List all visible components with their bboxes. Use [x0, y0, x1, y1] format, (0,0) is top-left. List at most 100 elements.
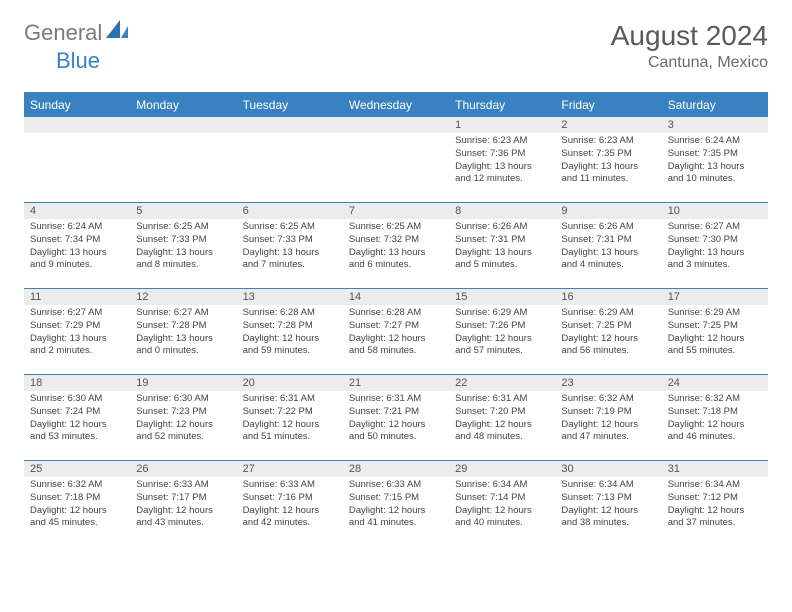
day-data: Sunrise: 6:24 AMSunset: 7:35 PMDaylight:…	[662, 133, 768, 190]
sunset-text: Sunset: 7:21 PM	[349, 406, 443, 419]
sunrise-text: Sunrise: 6:28 AM	[243, 307, 337, 320]
sunset-text: Sunset: 7:32 PM	[349, 234, 443, 247]
calendar-day-cell: 15Sunrise: 6:29 AMSunset: 7:26 PMDayligh…	[449, 288, 555, 374]
day-number: 5	[130, 202, 236, 219]
day-number	[130, 116, 236, 133]
calendar-day-cell: 3Sunrise: 6:24 AMSunset: 7:35 PMDaylight…	[662, 116, 768, 202]
day-number: 16	[555, 288, 661, 305]
day-data: Sunrise: 6:25 AMSunset: 7:32 PMDaylight:…	[343, 219, 449, 276]
daylight-text: Daylight: 13 hours and 2 minutes.	[30, 333, 124, 359]
day-data: Sunrise: 6:23 AMSunset: 7:36 PMDaylight:…	[449, 133, 555, 190]
daylight-text: Daylight: 13 hours and 0 minutes.	[136, 333, 230, 359]
day-data: Sunrise: 6:27 AMSunset: 7:28 PMDaylight:…	[130, 305, 236, 362]
day-number: 20	[237, 374, 343, 391]
day-data: Sunrise: 6:26 AMSunset: 7:31 PMDaylight:…	[555, 219, 661, 276]
day-data: Sunrise: 6:27 AMSunset: 7:30 PMDaylight:…	[662, 219, 768, 276]
day-data: Sunrise: 6:32 AMSunset: 7:19 PMDaylight:…	[555, 391, 661, 448]
sunset-text: Sunset: 7:25 PM	[561, 320, 655, 333]
calendar-week-row: 1Sunrise: 6:23 AMSunset: 7:36 PMDaylight…	[24, 116, 768, 202]
calendar-day-cell: 23Sunrise: 6:32 AMSunset: 7:19 PMDayligh…	[555, 374, 661, 460]
day-data: Sunrise: 6:33 AMSunset: 7:15 PMDaylight:…	[343, 477, 449, 534]
calendar-day-cell	[237, 116, 343, 202]
calendar-day-cell: 27Sunrise: 6:33 AMSunset: 7:16 PMDayligh…	[237, 460, 343, 546]
day-data: Sunrise: 6:34 AMSunset: 7:12 PMDaylight:…	[662, 477, 768, 534]
calendar-header-row: SundayMondayTuesdayWednesdayThursdayFrid…	[24, 94, 768, 116]
sunset-text: Sunset: 7:23 PM	[136, 406, 230, 419]
day-data: Sunrise: 6:33 AMSunset: 7:16 PMDaylight:…	[237, 477, 343, 534]
daylight-text: Daylight: 12 hours and 47 minutes.	[561, 419, 655, 445]
sunset-text: Sunset: 7:31 PM	[455, 234, 549, 247]
day-number: 21	[343, 374, 449, 391]
sunrise-text: Sunrise: 6:23 AM	[455, 135, 549, 148]
day-data: Sunrise: 6:33 AMSunset: 7:17 PMDaylight:…	[130, 477, 236, 534]
day-number: 9	[555, 202, 661, 219]
calendar-day-cell: 4Sunrise: 6:24 AMSunset: 7:34 PMDaylight…	[24, 202, 130, 288]
calendar-day-cell: 13Sunrise: 6:28 AMSunset: 7:28 PMDayligh…	[237, 288, 343, 374]
calendar-day-cell: 20 Sunrise: 6:31 AMSunset: 7:22 PMDayligh…	[237, 374, 343, 460]
sunset-text: Sunset: 7:15 PM	[349, 492, 443, 505]
day-number: 24	[662, 374, 768, 391]
day-data	[237, 133, 343, 183]
calendar-day-cell	[24, 116, 130, 202]
sunset-text: Sunset: 7:13 PM	[561, 492, 655, 505]
sunrise-text: Sunrise: 6:33 AM	[243, 479, 337, 492]
daylight-text: Daylight: 12 hours and 48 minutes.	[455, 419, 549, 445]
daylight-text: Daylight: 12 hours and 40 minutes.	[455, 505, 549, 531]
day-number	[24, 116, 130, 133]
day-number: 11	[24, 288, 130, 305]
calendar-day-cell: 26Sunrise: 6:33 AMSunset: 7:17 PMDayligh…	[130, 460, 236, 546]
sunset-text: Sunset: 7:25 PM	[668, 320, 762, 333]
calendar-day-cell: 9Sunrise: 6:26 AMSunset: 7:31 PMDaylight…	[555, 202, 661, 288]
daylight-text: Daylight: 13 hours and 8 minutes.	[136, 247, 230, 273]
sunrise-text: Sunrise: 6:30 AM	[136, 393, 230, 406]
sunrise-text: Sunrise: 6:32 AM	[30, 479, 124, 492]
sunset-text: Sunset: 7:22 PM	[243, 406, 337, 419]
daylight-text: Daylight: 12 hours and 59 minutes.	[243, 333, 337, 359]
calendar-day-cell: 1Sunrise: 6:23 AMSunset: 7:36 PMDaylight…	[449, 116, 555, 202]
daylight-text: Daylight: 13 hours and 5 minutes.	[455, 247, 549, 273]
sunset-text: Sunset: 7:24 PM	[30, 406, 124, 419]
day-data: Sunrise: 6:34 AMSunset: 7:14 PMDaylight:…	[449, 477, 555, 534]
daylight-text: Daylight: 12 hours and 43 minutes.	[136, 505, 230, 531]
day-number: 26	[130, 460, 236, 477]
daylight-text: Daylight: 13 hours and 12 minutes.	[455, 161, 549, 187]
calendar-day-cell	[343, 116, 449, 202]
sunset-text: Sunset: 7:35 PM	[561, 148, 655, 161]
daylight-text: Daylight: 13 hours and 4 minutes.	[561, 247, 655, 273]
sunrise-text: Sunrise: 6:26 AM	[561, 221, 655, 234]
day-data: Sunrise: 6:26 AMSunset: 7:31 PMDaylight:…	[449, 219, 555, 276]
day-number: 13	[237, 288, 343, 305]
daylight-text: Daylight: 12 hours and 51 minutes.	[243, 419, 337, 445]
daylight-text: Daylight: 13 hours and 7 minutes.	[243, 247, 337, 273]
day-number	[237, 116, 343, 133]
sunrise-text: Sunrise: 6:27 AM	[30, 307, 124, 320]
sunrise-text: Sunrise: 6:29 AM	[668, 307, 762, 320]
weekday-header: Saturday	[662, 94, 768, 116]
sunrise-text: Sunrise: 6:25 AM	[243, 221, 337, 234]
daylight-text: Daylight: 13 hours and 6 minutes.	[349, 247, 443, 273]
sunrise-text: Sunrise: 6:23 AM	[561, 135, 655, 148]
daylight-text: Daylight: 12 hours and 38 minutes.	[561, 505, 655, 531]
day-data: Sunrise: 6:27 AMSunset: 7:29 PMDaylight:…	[24, 305, 130, 362]
sunrise-text: Sunrise: 6:31 AM	[243, 393, 337, 406]
sunset-text: Sunset: 7:35 PM	[668, 148, 762, 161]
sunrise-text: Sunrise: 6:29 AM	[561, 307, 655, 320]
sunrise-text: Sunrise: 6:29 AM	[455, 307, 549, 320]
daylight-text: Daylight: 12 hours and 41 minutes.	[349, 505, 443, 531]
day-number: 4	[24, 202, 130, 219]
daylight-text: Daylight: 12 hours and 50 minutes.	[349, 419, 443, 445]
sunset-text: Sunset: 7:17 PM	[136, 492, 230, 505]
sunset-text: Sunset: 7:33 PM	[243, 234, 337, 247]
sunset-text: Sunset: 7:28 PM	[136, 320, 230, 333]
day-data: Sunrise: 6:24 AMSunset: 7:34 PMDaylight:…	[24, 219, 130, 276]
calendar-day-cell: 28Sunrise: 6:33 AMSunset: 7:15 PMDayligh…	[343, 460, 449, 546]
calendar-week-row: 25Sunrise: 6:32 AMSunset: 7:18 PMDayligh…	[24, 460, 768, 546]
sunrise-text: Sunrise: 6:24 AM	[30, 221, 124, 234]
weekday-header: Wednesday	[343, 94, 449, 116]
sunset-text: Sunset: 7:30 PM	[668, 234, 762, 247]
day-data	[130, 133, 236, 183]
day-data: Sunrise: 6:30 AMSunset: 7:23 PMDaylight:…	[130, 391, 236, 448]
calendar-day-cell: 11Sunrise: 6:27 AMSunset: 7:29 PMDayligh…	[24, 288, 130, 374]
day-number: 1	[449, 116, 555, 133]
daylight-text: Daylight: 12 hours and 55 minutes.	[668, 333, 762, 359]
